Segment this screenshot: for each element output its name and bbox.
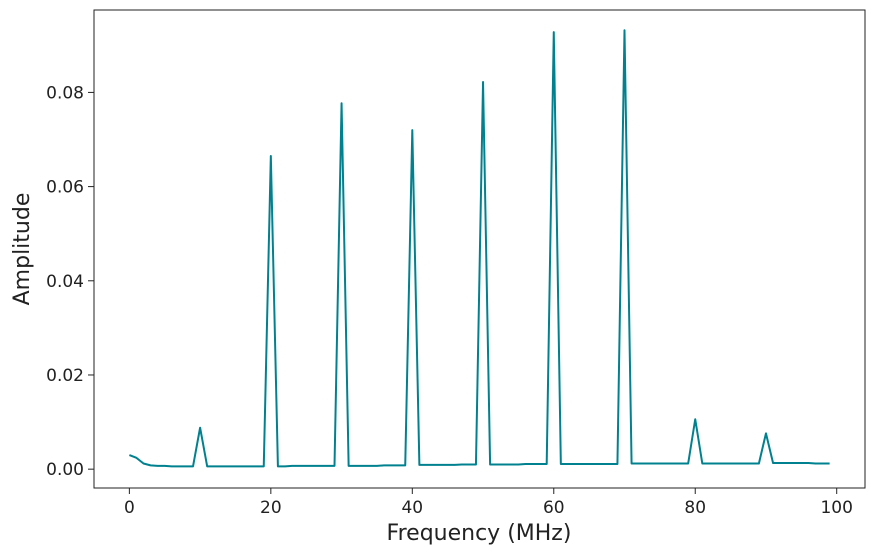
x-tick-label: 80 (684, 498, 706, 518)
y-tick-label: 0.08 (46, 83, 84, 103)
y-axis: 0.00 0.02 0.04 0.06 0.08 (46, 83, 94, 480)
y-tick-label: 0.02 (46, 366, 84, 386)
x-tick-label: 0 (124, 498, 135, 518)
x-tick-label: 100 (820, 498, 852, 518)
y-tick-label: 0.06 (46, 178, 84, 198)
x-tick-label: 40 (401, 498, 423, 518)
y-axis-label: Amplitude (10, 193, 35, 306)
plot-frame (93, 9, 866, 489)
x-tick-label: 60 (543, 498, 565, 518)
series-line (128, 29, 830, 468)
x-axis: 0 20 40 60 80 100 (124, 488, 853, 518)
y-tick-label: 0.04 (46, 272, 84, 292)
y-tick-label: 0.00 (46, 460, 84, 480)
x-tick-label: 20 (260, 498, 282, 518)
x-axis-label: Frequency (MHz) (387, 521, 572, 546)
series-layer (128, 29, 830, 468)
